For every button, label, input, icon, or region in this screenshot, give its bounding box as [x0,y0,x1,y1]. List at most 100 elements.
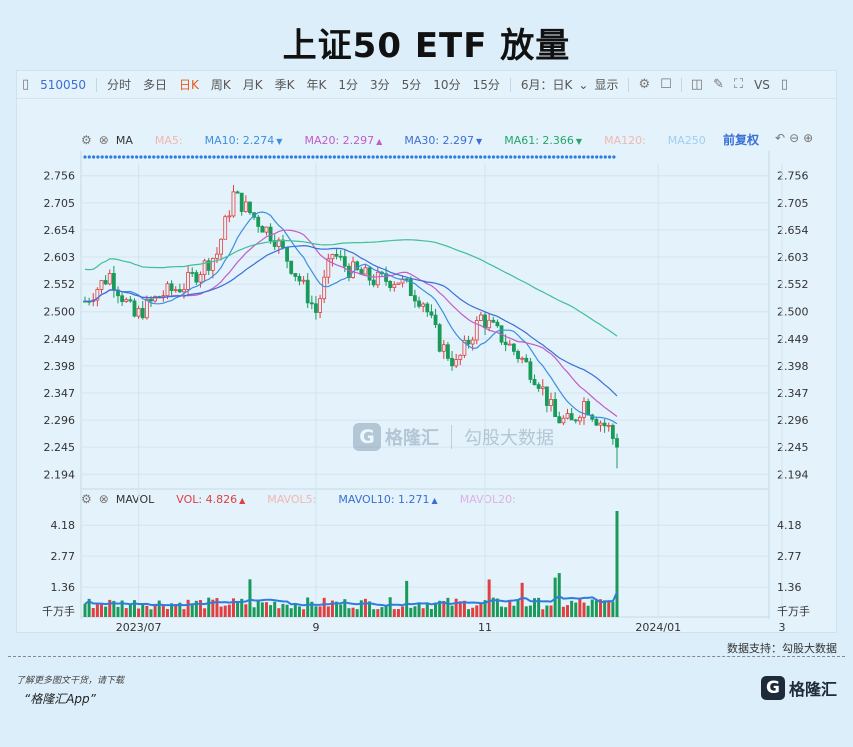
panel-toggle-icon[interactable]: ▯ [780,77,789,92]
indicator-item[interactable]: VOL: 4.826 ▲ [176,493,245,506]
candle-body [561,417,566,424]
volume-bar [491,597,495,617]
volume-bar [161,605,165,617]
period-tab[interactable]: 多日 [142,78,167,92]
toolbar-divider [95,77,97,92]
volume-bar [203,608,207,617]
range-dot [388,155,392,159]
price-tick-left: 2.705 [44,197,76,210]
security-code[interactable]: 510050 [40,77,86,92]
range-dot [530,155,534,159]
range-dot [586,155,590,159]
layout-icon[interactable]: ☐ [660,77,672,92]
volume-bar [376,609,380,617]
indicator-item[interactable]: MA30: 2.297 ▼ [404,134,482,147]
vs-button[interactable]: VS [754,77,770,92]
undo-icon[interactable]: ↶ [775,131,790,145]
candle-body [206,260,211,271]
indicator-arrow: ▼ [476,136,483,146]
period-tab[interactable]: 日K [179,78,199,92]
adjust-mode-button[interactable]: 前复权 [723,133,760,147]
pencil-icon[interactable]: ✎ [713,77,724,92]
range-dot [147,155,152,159]
camera-icon[interactable]: ◫ [690,77,704,92]
indicator-label: MA250 [667,133,706,147]
indicator-item[interactable]: MAVOL20: [460,493,516,506]
zoom-out-icon[interactable]: ⊖ [789,131,804,145]
footer-app-name: “格隆汇App” [24,692,96,706]
range-dot [341,155,345,159]
candle-body [577,416,582,422]
indicator-settings-icon[interactable]: ⚙ [81,133,92,147]
period-tab[interactable]: 5分 [401,78,422,92]
range-dot [470,155,474,159]
indicator-close-icon[interactable]: ⊗ [98,492,109,506]
settings-icon[interactable]: ⚙ [638,77,651,92]
zoom-in-icon[interactable]: ⊕ [803,131,818,145]
footer-caption: 了解更多图文干货，请下载 [16,676,125,686]
indicator-name[interactable]: MA [115,133,133,147]
range-dot [208,155,212,159]
fullscreen-icon[interactable]: ⛶ [733,77,744,92]
candle-body [309,302,314,305]
indicator-item[interactable]: MA61: 2.366 ▼ [504,134,582,147]
period-tab[interactable]: 3分 [370,78,390,92]
indicator-label: MAVOL20: [459,492,516,506]
indicator-item[interactable]: MA250 [668,134,706,147]
volume-bar [405,580,409,617]
range-dot [268,155,272,159]
candle-body [276,239,281,247]
volume-bar [351,607,355,617]
candlestick-chart[interactable]: 2.756 2.756 2.705 2.705 2.654 2.654 2.603 2.603… [17,71,838,634]
indicator-item[interactable]: MA20: 2.297 ▲ [304,134,382,147]
indicator-settings-icon[interactable]: ⚙ [81,492,92,506]
volume-bar [401,606,405,617]
candle-body [210,257,215,271]
range-dot [474,155,478,159]
indicator-value: 2.274 [239,133,275,147]
candle-body [503,341,508,346]
range-dot [285,155,289,159]
indicator-item[interactable]: MAVOL10: 1.271 ▲ [338,493,437,506]
period-tab[interactable]: 15分 [472,78,500,92]
indicator-name[interactable]: MAVOL [115,492,155,506]
price-tick-left: 2.398 [44,360,76,373]
range-dot [216,155,220,159]
period-tab[interactable]: 1分 [338,78,359,92]
candle-body [536,384,541,389]
volume-bar [174,603,178,617]
volume-bar [108,599,112,617]
period-tab[interactable]: 10分 [433,78,461,92]
period-tab[interactable]: 月K [242,78,263,92]
indicator-item[interactable]: MA5: [155,134,183,147]
period-tab[interactable]: 年K [306,78,327,92]
range-select[interactable]: 6月：日K [520,78,573,92]
indicator-item[interactable]: MA10: 2.274 ▼ [205,134,283,147]
period-tab[interactable]: 周K [210,78,231,92]
period-tab[interactable]: 季K [274,78,295,92]
price-tick-left: 2.449 [44,333,76,346]
chevron-down-icon[interactable]: ⌄ [578,77,589,92]
price-tick-right: 2.245 [777,441,809,454]
range-dot [405,155,410,159]
volume-bar [380,607,384,617]
volume-tick-left: 1.36 [51,581,76,594]
indicator-close-icon[interactable]: ⊗ [98,133,109,147]
candle-body [103,280,108,285]
candle-body [454,359,459,367]
indicator-item[interactable]: MA120: [604,134,646,147]
indicator-label: MAVOL10: [338,492,395,506]
candle-body [425,303,430,313]
candle-body [586,401,591,416]
volume-tick-right: 4.18 [777,519,802,532]
indicator-item[interactable]: MAVOL5: [267,493,316,506]
display-select[interactable]: 显示 [594,78,619,92]
period-tab[interactable]: 分时 [106,78,131,92]
candle-body [569,413,574,421]
indicator-value: 2.366 [538,133,574,147]
candle-body [615,438,619,448]
volume-bar [248,579,252,617]
sidebar-toggle-icon[interactable]: ▯ [22,77,30,92]
volume-bar [438,600,442,617]
volume-bar [372,609,376,617]
